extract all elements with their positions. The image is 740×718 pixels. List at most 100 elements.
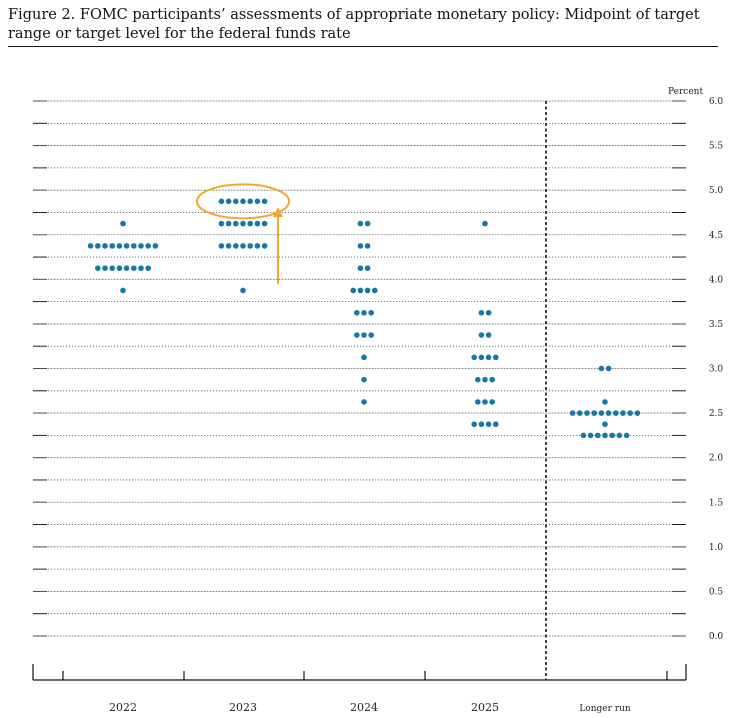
y-tick-label: 3.5	[709, 320, 724, 330]
participant-dot	[587, 432, 594, 439]
participant-dot	[616, 432, 623, 439]
participant-dot	[95, 243, 101, 249]
labels: 0.0 0.5 1.0 1.5 2.0 2.5 3.0 3.5 4.0 4.5 5.0 5.5 6.0 P…	[109, 87, 723, 714]
y-tick-label: 2.5	[709, 409, 724, 419]
participant-dot	[131, 243, 137, 249]
y-tick-label: 1.0	[709, 543, 724, 553]
participant-dot	[627, 410, 633, 416]
y-tick-label: 5.5	[709, 142, 724, 152]
participant-dot	[471, 354, 478, 361]
x-category-label: 2025	[471, 701, 499, 714]
y-tick-label: 0.5	[709, 587, 724, 597]
participant-dot	[580, 432, 587, 439]
highlight-arrow-head	[273, 207, 283, 217]
participant-dot	[233, 198, 239, 205]
participant-dot	[131, 265, 137, 271]
participant-dot	[120, 287, 126, 294]
participant-dot	[485, 421, 492, 428]
title-rule	[8, 46, 718, 47]
participant-dot	[485, 332, 492, 338]
participant-dot	[218, 220, 225, 227]
dots	[87, 198, 641, 439]
participant-dot	[254, 220, 261, 227]
participant-dot	[482, 376, 488, 383]
y-tick-label: 6.0	[709, 97, 724, 107]
participant-dot	[357, 243, 364, 249]
participant-dot	[240, 287, 246, 294]
participant-dot	[364, 220, 371, 227]
participant-dot	[261, 220, 268, 227]
participant-dot	[354, 332, 360, 338]
participant-dot	[598, 410, 605, 416]
participant-dot	[475, 399, 481, 405]
participant-dot	[145, 265, 151, 271]
participant-dot	[584, 410, 590, 416]
participant-dot	[240, 243, 246, 249]
participant-dot	[598, 365, 605, 372]
participant-dot	[493, 354, 499, 361]
participant-dot	[102, 243, 108, 249]
participant-dot	[368, 309, 375, 316]
participant-dot	[634, 410, 641, 416]
participant-dot	[87, 243, 94, 249]
highlight-ellipse	[196, 183, 290, 220]
participant-dot	[138, 265, 144, 271]
participant-dot	[478, 309, 485, 316]
participant-dot	[569, 410, 576, 416]
y-tick-label: 0.0	[709, 632, 724, 642]
participant-dot	[116, 265, 123, 271]
participant-dot	[152, 243, 159, 249]
participant-dot	[240, 198, 246, 205]
y-tick-label: 3.0	[709, 365, 724, 375]
participant-dot	[368, 332, 375, 338]
participant-dot	[485, 354, 492, 361]
participant-dot	[218, 198, 225, 205]
participant-dot	[254, 198, 261, 205]
participant-dot	[261, 198, 268, 205]
participant-dot	[123, 265, 130, 271]
x-category-label: 2024	[350, 701, 378, 714]
participant-dot	[364, 243, 371, 249]
participant-dot	[623, 432, 630, 439]
participant-dot	[357, 220, 364, 227]
participant-dot	[605, 365, 612, 372]
y-tick-label: 4.0	[709, 275, 724, 285]
participant-dot	[602, 421, 608, 428]
participant-dot	[493, 421, 499, 428]
participant-dot	[109, 265, 115, 271]
participant-dot	[123, 243, 130, 249]
participant-dot	[471, 421, 478, 428]
participant-dot	[361, 354, 367, 361]
y-tick-label: 1.5	[709, 498, 724, 508]
participant-dot	[485, 309, 492, 316]
y-axis-label: Percent	[668, 87, 703, 97]
participant-dot	[116, 243, 123, 249]
participant-dot	[361, 399, 367, 405]
axes	[32, 101, 687, 681]
participant-dot	[595, 432, 601, 439]
y-tick-label: 2.0	[709, 454, 724, 464]
gridlines	[33, 100, 686, 637]
participant-dot	[482, 220, 488, 227]
participant-dot	[120, 220, 126, 227]
participant-dot	[261, 243, 268, 249]
participant-dot	[218, 243, 225, 249]
participant-dot	[620, 410, 626, 416]
participant-dot	[247, 220, 253, 227]
participant-dot	[233, 243, 239, 249]
participant-dot	[489, 399, 496, 405]
participant-dot	[247, 198, 253, 205]
figure-title: Figure 2. FOMC participants’ assessments…	[8, 7, 700, 42]
y-tick-label: 5.0	[709, 186, 724, 196]
participant-dot	[602, 399, 608, 405]
participant-dot	[225, 243, 232, 249]
participant-dot	[361, 309, 367, 316]
participant-dot	[95, 265, 101, 271]
participant-dot	[478, 421, 485, 428]
x-category-label: 2023	[229, 701, 257, 714]
x-category-label: Longer run	[579, 704, 631, 714]
participant-dot	[602, 432, 608, 439]
participant-dot	[357, 265, 364, 271]
x-category-label: 2022	[109, 701, 137, 714]
